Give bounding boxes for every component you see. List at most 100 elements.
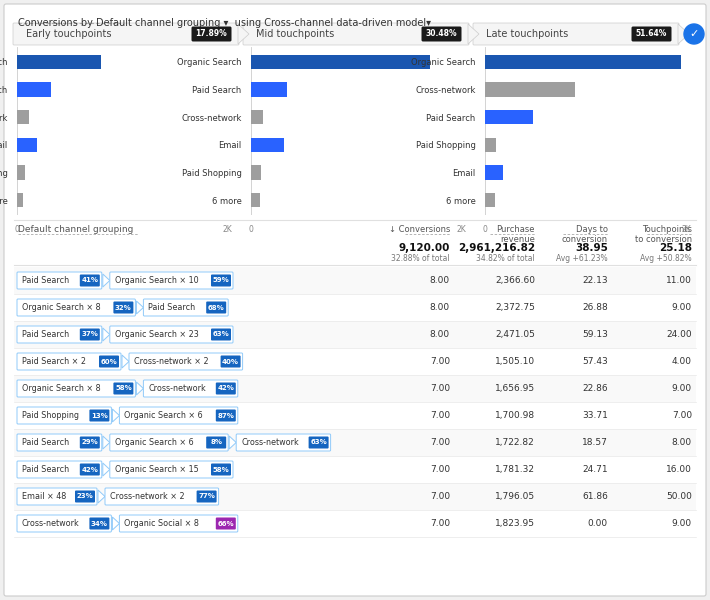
Polygon shape [98,490,105,503]
Text: 8.00: 8.00 [430,330,450,339]
Bar [17,110,28,124]
Text: 24.71: 24.71 [582,465,608,474]
Text: 11.00: 11.00 [666,276,692,285]
FancyBboxPatch shape [89,409,109,421]
Text: Touchpoints
to conversion: Touchpoints to conversion [635,225,692,244]
Text: 16.00: 16.00 [666,465,692,474]
Text: Avg +61.23%: Avg +61.23% [557,254,608,263]
FancyBboxPatch shape [236,434,331,451]
FancyBboxPatch shape [89,517,109,529]
Bar [485,137,496,152]
Text: 1,722.82: 1,722.82 [496,438,535,447]
Text: 1,823.95: 1,823.95 [495,519,535,528]
FancyBboxPatch shape [206,437,226,449]
Text: 18.57: 18.57 [582,438,608,447]
FancyBboxPatch shape [114,383,133,395]
Text: 8%: 8% [210,439,222,445]
Polygon shape [103,436,110,449]
Text: 58%: 58% [212,467,229,473]
FancyBboxPatch shape [80,275,100,286]
Text: 40%: 40% [222,358,239,364]
Text: 24.00: 24.00 [667,330,692,339]
Text: 34.82% of total: 34.82% of total [476,254,535,263]
FancyBboxPatch shape [17,515,111,532]
Text: 42%: 42% [217,385,234,391]
Text: Organic Search × 6: Organic Search × 6 [124,411,203,420]
Text: Purchase
revenue: Purchase revenue [496,225,535,244]
Text: 32%: 32% [115,304,132,311]
FancyBboxPatch shape [216,383,236,395]
FancyBboxPatch shape [119,407,238,424]
Text: 22.13: 22.13 [582,276,608,285]
FancyBboxPatch shape [17,407,111,424]
Text: 68%: 68% [208,304,224,311]
Text: 17.89%: 17.89% [196,29,227,38]
FancyBboxPatch shape [119,515,238,532]
Text: 29%: 29% [82,439,98,445]
Polygon shape [136,382,143,395]
FancyBboxPatch shape [13,23,239,45]
Polygon shape [678,24,689,44]
FancyBboxPatch shape [110,272,233,289]
Text: 7.00: 7.00 [672,411,692,420]
Text: 4.00: 4.00 [672,357,692,366]
Text: Organic Search × 23: Organic Search × 23 [115,330,199,339]
Text: 1,700.98: 1,700.98 [495,411,535,420]
Bar [485,110,533,124]
Text: 8.00: 8.00 [672,438,692,447]
Polygon shape [112,409,119,422]
Text: 50.00: 50.00 [666,492,692,501]
Text: Late touchpoints: Late touchpoints [486,29,568,39]
FancyBboxPatch shape [14,321,696,348]
Text: 59.13: 59.13 [582,330,608,339]
FancyBboxPatch shape [14,348,696,375]
Text: 66%: 66% [217,520,234,527]
FancyBboxPatch shape [14,294,696,321]
Text: 13%: 13% [91,413,108,419]
Text: 0.00: 0.00 [588,519,608,528]
Text: Mid touchpoints: Mid touchpoints [256,29,334,39]
FancyBboxPatch shape [17,272,102,289]
FancyBboxPatch shape [17,488,97,505]
Bar [17,193,23,208]
Text: 37%: 37% [82,331,98,337]
Text: 58%: 58% [115,385,132,391]
Text: Early touchpoints: Early touchpoints [26,29,111,39]
Text: Paid Search: Paid Search [148,303,195,312]
Text: 25.18: 25.18 [659,243,692,253]
Text: 7.00: 7.00 [430,519,450,528]
Text: 1,505.10: 1,505.10 [495,357,535,366]
Text: 63%: 63% [310,439,327,445]
FancyBboxPatch shape [75,491,95,503]
Circle shape [684,24,704,44]
Text: 7.00: 7.00 [430,411,450,420]
Text: 1,796.05: 1,796.05 [495,492,535,501]
Text: Email × 48: Email × 48 [22,492,66,501]
Text: 7.00: 7.00 [430,492,450,501]
Text: 23%: 23% [77,493,94,499]
Text: Organic Search × 15: Organic Search × 15 [115,465,199,474]
FancyBboxPatch shape [211,329,231,340]
Text: Days to
conversion: Days to conversion [562,225,608,244]
Text: Organic Search × 10: Organic Search × 10 [115,276,198,285]
Text: 63%: 63% [212,331,229,337]
Bar [251,193,260,208]
FancyBboxPatch shape [211,463,231,475]
Text: Cross-network: Cross-network [241,438,299,447]
Text: 8.00: 8.00 [430,303,450,312]
Polygon shape [103,463,110,476]
FancyBboxPatch shape [80,329,100,340]
FancyBboxPatch shape [216,517,236,529]
FancyBboxPatch shape [14,429,696,456]
Polygon shape [229,436,236,449]
Text: 7.00: 7.00 [430,357,450,366]
Text: ✓: ✓ [689,28,699,38]
FancyBboxPatch shape [114,301,133,313]
Polygon shape [103,328,110,341]
FancyBboxPatch shape [17,380,136,397]
Text: 34%: 34% [91,520,108,527]
FancyBboxPatch shape [143,380,238,397]
FancyBboxPatch shape [110,461,233,478]
FancyBboxPatch shape [99,355,119,367]
Text: 9,120.00: 9,120.00 [398,243,450,253]
